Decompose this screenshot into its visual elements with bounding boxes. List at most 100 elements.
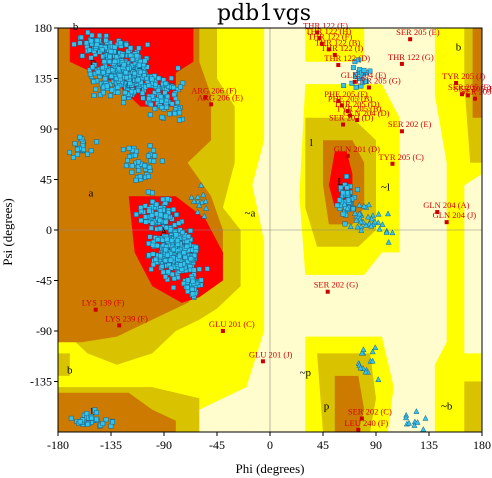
residue-points [67,30,429,432]
residue-label: SER 202 (E) [388,119,432,129]
labelled-residue: SER 205 (E) [396,27,440,42]
residue-point [185,234,191,239]
residue-point [115,84,121,90]
residue-point [171,85,176,90]
glycine-point [354,223,361,230]
residue-point [78,34,84,40]
x-tick-label: -45 [209,438,225,452]
residue-point [114,54,119,60]
residue-point [363,79,369,85]
residue-label: THR 122 (B) [315,37,361,47]
residue-point [94,410,99,416]
residue-point [162,258,168,263]
residue-point [125,157,130,163]
residue-label: GLN 204 (E) [341,70,386,80]
residue-point [90,64,96,70]
residue-point [163,213,169,219]
glycine-point [389,229,396,236]
residue-point [178,262,183,268]
residue-point [140,90,145,96]
glycine-point [375,376,382,382]
glycine-point [413,408,420,414]
x-axis-label: Phi (degrees) [236,461,305,476]
residue-point [104,83,110,89]
residue-point [180,229,186,235]
glycine-point [196,201,203,208]
residue-point [94,38,100,43]
residue-point [171,207,176,213]
residue-label: SER 202 (C) [348,407,392,417]
labelled-residue: THR 122 (H) [305,26,351,41]
residue-point [340,190,346,196]
residue-point [176,220,182,226]
residue-point [158,253,163,259]
labelled-residue: LEU 240 (F) [344,418,388,432]
y-axis-label: Psi (degrees) [0,198,15,266]
residue-point [112,44,118,50]
residue-label: THR 122 (G) [388,52,434,62]
residue-point [150,262,156,268]
residue-point [148,102,154,108]
residue-point [136,167,142,173]
residue-point [162,90,168,96]
residue-point [151,158,157,164]
residue-point [134,53,140,59]
residue-point [174,212,179,218]
labelled-residue: GLN 204 (J) [433,210,476,225]
labelled-residue-marker [408,37,413,42]
glycine-point [356,210,363,217]
residue-point [165,94,170,100]
residue-label: ARG 206 (F) [191,86,237,96]
residue-point [179,267,185,273]
residue-point [135,159,141,165]
residue-label: GLU 201 (J) [249,349,293,359]
labelled-residue-marker [345,153,350,158]
labelled-residue: SER 205 (G) [461,87,492,101]
glycine-point [369,357,376,364]
residue-point [350,65,356,71]
residue-point [163,247,169,253]
labelled-residue-marker [220,329,225,333]
residue-point [158,94,164,100]
labelled-residue: TYR 205 (B) [336,104,382,118]
residue-label: TYR 205 (B) [336,104,382,114]
residue-point [168,75,174,81]
residue-point [204,266,210,272]
residue-label: TYR 205 (J) [442,71,485,81]
labelled-residue-marker [444,220,449,225]
labelled-residue: SER 202 (D) [329,113,374,127]
core-region [334,375,365,432]
labelled-residue: SER 202 (G) [314,280,358,294]
glycine-point [368,222,375,229]
residue-label: LYS 139 (F) [82,298,125,308]
labelled-residue: LYS 239 (F) [105,313,148,328]
region-label: ~l [381,182,390,194]
residue-point [138,69,143,75]
residue-point [190,278,196,284]
x-tick-label: 90 [370,438,382,452]
labelled-residue-marker [326,47,331,52]
labelled-residue-marker [336,98,341,103]
residue-point [126,145,132,151]
zero-lines [58,28,482,432]
y-tick-label: 0 [46,223,52,237]
labelled-residue-marker [339,103,344,108]
residue-point [71,41,77,47]
labelled-residue-marker [315,30,320,35]
residue-point [136,62,142,68]
residue-point [123,70,129,76]
glycine-point [360,346,367,352]
residue-point [100,421,106,426]
glycine-point [414,419,421,425]
residue-point [125,48,131,54]
glycine-point [198,181,205,188]
residue-point [110,419,116,425]
labelled-residue: GLN 204 (D) [343,108,390,123]
y-tick-label: -45 [36,274,52,288]
residue-point [84,40,89,46]
residue-point [171,276,177,282]
residue-point [138,205,144,211]
glycine-point [353,216,360,223]
residue-point [77,40,83,46]
residue-point [103,417,109,423]
